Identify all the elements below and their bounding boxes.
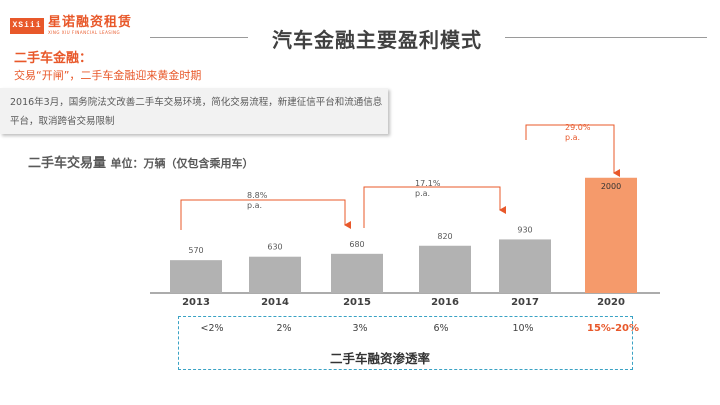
category-label-2015: 2015 xyxy=(343,297,371,308)
growth-arrow-2017-2020 xyxy=(525,124,620,177)
value-label-2017: 930 xyxy=(517,225,532,234)
growth-unit-2013-2015: p.a. xyxy=(247,201,262,210)
policy-info-box: 2016年3月，国务院法文改善二手车交易环境，简化交易流程，新建征信平台和流通信… xyxy=(0,88,388,134)
growth-unit-2017-2020: p.a. xyxy=(565,133,580,142)
penetration-value-2016: 6% xyxy=(433,323,448,334)
value-label-2014: 630 xyxy=(267,243,282,252)
category-label-2014: 2014 xyxy=(261,297,289,308)
growth-arrow-2013-2015 xyxy=(180,199,351,230)
title-rule-left xyxy=(150,37,248,38)
category-label-2017: 2017 xyxy=(511,297,539,308)
policy-info-text: 2016年3月，国务院法文改善二手车交易环境，简化交易流程，新建征信平台和流通信… xyxy=(10,97,383,127)
bar-2017 xyxy=(499,239,551,293)
bar-2013 xyxy=(170,260,222,293)
penetration-label: 二手车融资渗透率 xyxy=(329,351,430,366)
growth-rate-2015-2017: 17.1% xyxy=(415,179,441,188)
chart-heading: 二手车交易量 单位：万辆（仅包含乘用车） xyxy=(28,152,254,171)
section-description: 交易“开闸”，二手车金融迎来黄金时期 xyxy=(14,69,202,82)
page-title: 汽车金融主要盈利模式 xyxy=(272,28,482,52)
value-label-2016: 820 xyxy=(437,232,452,241)
logo-name-en: XING XIU FINANCIAL LEASING xyxy=(48,30,121,35)
growth-unit-2015-2017: p.a. xyxy=(415,189,430,198)
penetration-value-2015: 3% xyxy=(352,323,367,334)
chart-title: 二手车交易量 xyxy=(28,156,107,171)
logo-mark: XSiii xyxy=(10,18,44,34)
bar-2014 xyxy=(249,256,301,293)
growth-rate-2017-2020: 29.0% xyxy=(565,123,591,132)
bar-2016 xyxy=(419,245,471,293)
penetration-value-2014: 2% xyxy=(276,323,291,334)
bar-2015 xyxy=(331,253,383,293)
section-subtitle: 二手车金融： xyxy=(14,51,93,66)
growth-arrow-2015-2017 xyxy=(363,186,506,228)
penetration-value-2013: <2% xyxy=(200,323,223,334)
company-logo: XSiii 星诺融资租赁 XING XIU FINANCIAL LEASING xyxy=(10,16,132,36)
growth-rate-2013-2015: 8.8% xyxy=(247,191,268,200)
category-label-2020: 2020 xyxy=(597,297,625,308)
logo-name-cn: 星诺融资租赁 xyxy=(48,15,133,30)
penetration-value-2020: 15%-20% xyxy=(587,323,639,334)
category-label-2016: 2016 xyxy=(431,297,459,308)
penetration-box xyxy=(178,316,633,370)
category-label-2013: 2013 xyxy=(182,297,210,308)
value-label-2020: 2000 xyxy=(601,182,621,191)
penetration-value-2017: 10% xyxy=(512,323,533,334)
title-rule-right xyxy=(505,37,707,38)
value-label-2015: 680 xyxy=(349,240,364,249)
bar-2020 xyxy=(585,177,637,293)
chart-unit: 单位：万辆（仅包含乘用车） xyxy=(110,157,254,170)
value-label-2013: 570 xyxy=(188,246,203,255)
